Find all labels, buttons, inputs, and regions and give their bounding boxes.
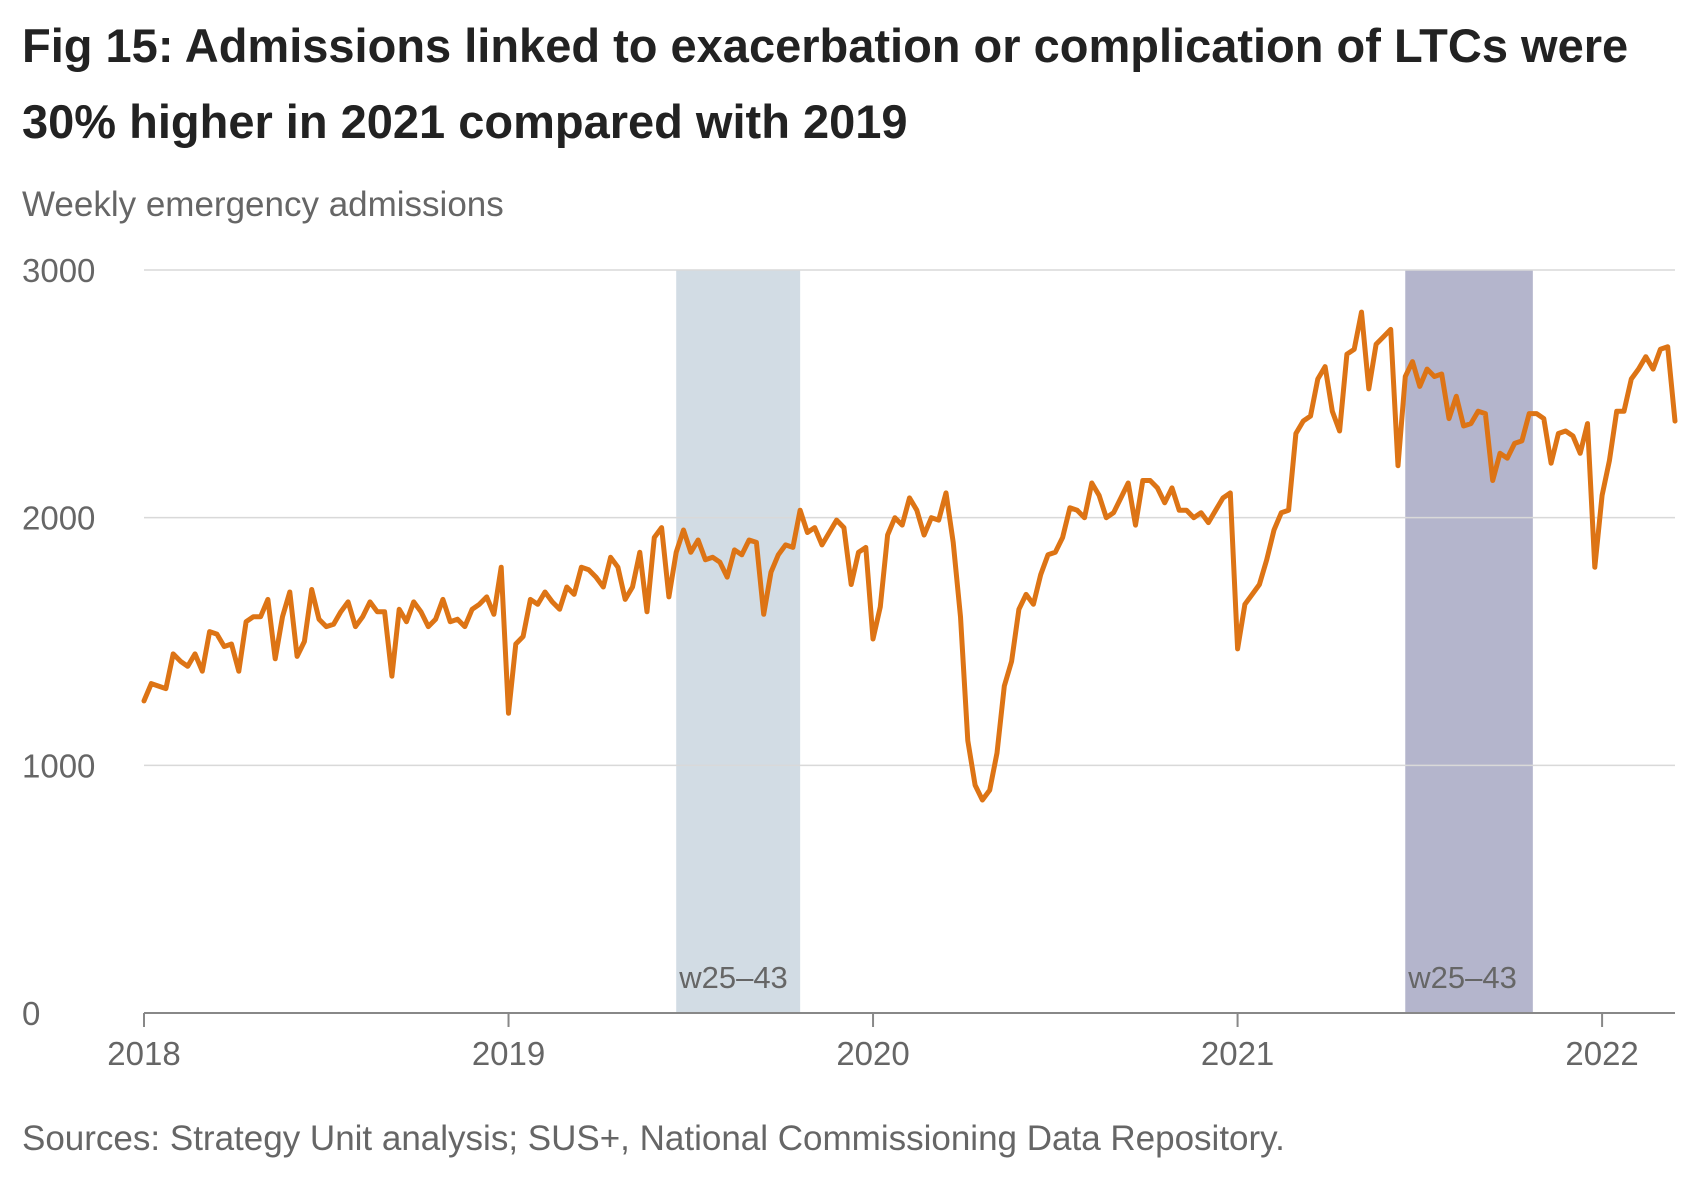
chart-subtitle: Weekly emergency admissions (22, 185, 504, 224)
x-tick-label: 2021 (1201, 1035, 1274, 1072)
highlight-band (676, 270, 801, 1013)
data-line (141, 309, 1678, 803)
source-note: Sources: Strategy Unit analysis; SUS+, N… (22, 1119, 1285, 1158)
highlight-band (1405, 270, 1533, 1013)
y-tick-label: 0 (22, 995, 40, 1032)
x-tick-label: 2022 (1565, 1035, 1638, 1072)
x-tick-label: 2018 (107, 1035, 180, 1072)
band-label: w25–43 (678, 960, 788, 995)
y-tick-label: 3000 (22, 252, 95, 289)
y-tick-label: 1000 (22, 747, 95, 784)
band-label: w25–43 (1407, 960, 1517, 995)
chart-title: Fig 15: Admissions linked to exacerbatio… (22, 19, 1629, 148)
y-tick-label: 2000 (22, 500, 95, 537)
x-tick-label: 2019 (472, 1035, 545, 1072)
x-tick-label: 2020 (836, 1035, 909, 1072)
